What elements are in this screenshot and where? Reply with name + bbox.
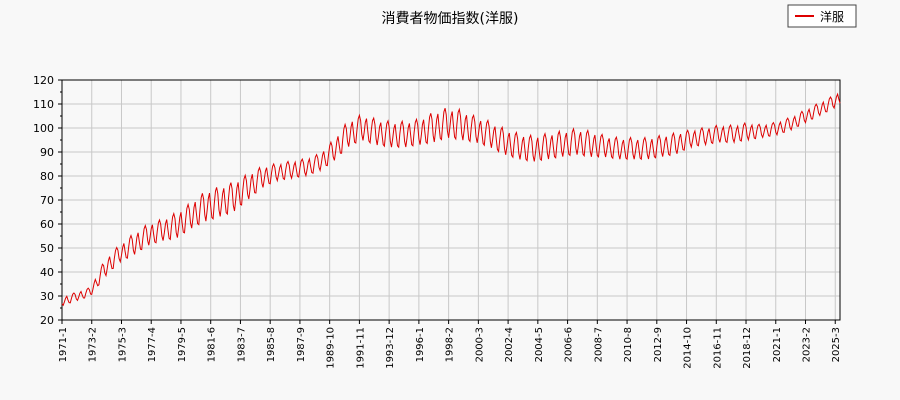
y-tick-label: 120 [33,74,54,87]
x-tick-label: 1987-9 [296,327,307,362]
plot-frame [61,79,841,321]
y-tick-label: 30 [40,290,54,303]
x-tick-label: 1993-12 [385,327,396,369]
chart-title: 消費者物価指数(洋服) [382,11,519,27]
x-tick-label: 2014-10 [683,327,694,369]
x-tick-label: 2000-3 [474,327,485,362]
x-tick-label: 1991-11 [355,327,366,369]
x-tick-label: 2008-7 [593,327,604,362]
x-tick-label: 1981-6 [207,327,218,362]
x-tick-label: 1983-7 [236,327,247,362]
x-tick-label: 1971-1 [58,327,69,362]
y-tick-label: 90 [40,146,54,159]
y-tick-label: 80 [40,170,54,183]
series-group [61,92,841,307]
x-tick-label: 2012-9 [653,327,664,362]
y-tick-label: 40 [40,266,54,279]
y-tick-label: 100 [33,122,54,135]
x-tick-label: 1975-3 [117,327,128,362]
x-tick-label: 2004-5 [534,327,545,362]
y-tick-label: 110 [33,98,54,111]
series-line [61,92,841,307]
y-tick-label: 70 [40,194,54,207]
x-tick-label: 1979-5 [177,327,188,362]
x-tick-label: 1989-10 [326,327,337,369]
y-axis: 20 30 40 50 60 70 80 90 100 110 120 [33,74,62,327]
y-tick-label: 20 [40,314,54,327]
x-tick-label: 2006-6 [564,327,575,362]
x-tick-label: 2010-8 [623,327,634,362]
legend-box [787,4,857,28]
y-tick-label: 50 [40,242,54,255]
x-tick-label: 2018-12 [742,327,753,369]
x-axis: 1971-1 1973-2 1975-3 1977-4 1979-5 1981-6 1983… [58,320,842,369]
x-tick-label: 2023-2 [802,327,813,362]
x-tick-label: 1977-4 [147,327,158,362]
grid [62,80,840,320]
x-tick-label: 1998-2 [445,327,456,362]
y-tick-label: 60 [40,218,54,231]
x-tick-label: 2016-11 [712,327,723,369]
x-tick-label: 2002-4 [504,327,515,362]
x-tick-label: 2021-1 [772,327,783,362]
x-tick-label: 1996-1 [415,327,426,362]
x-tick-label: 2025-3 [831,327,842,362]
x-tick-label: 1973-2 [88,327,99,362]
x-tick-label: 1985-8 [266,327,277,362]
legend-label: 洋服 [820,9,844,24]
legend: 洋服 [787,4,857,28]
